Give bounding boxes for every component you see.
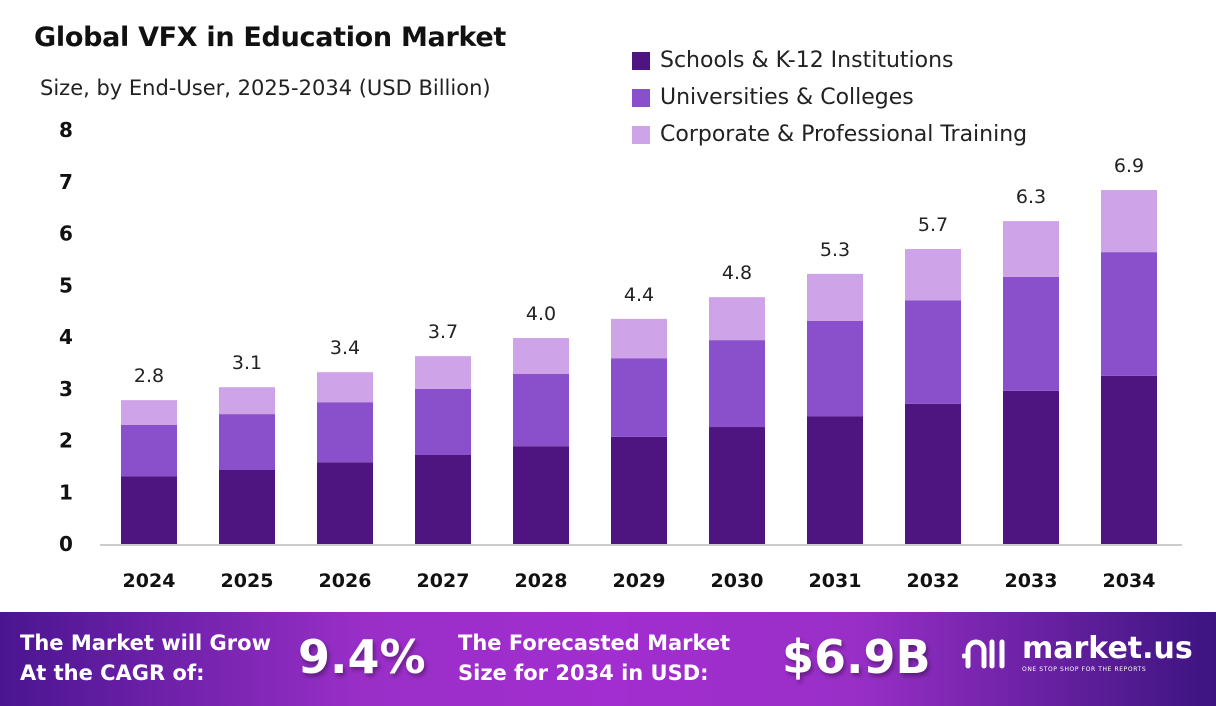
x-tick-label: 2032 [907, 570, 960, 592]
bar-segment [1101, 252, 1157, 376]
total-label: 2.8 [134, 365, 164, 387]
y-tick-label: 1 [59, 480, 73, 504]
legend-item-universities: Universities & Colleges [632, 79, 1027, 116]
bar-segment [611, 358, 667, 437]
x-tick-label: 2026 [319, 570, 372, 592]
bar-segment [905, 403, 961, 544]
x-tick-label: 2025 [221, 570, 274, 592]
legend-label: Corporate & Professional Training [660, 122, 1028, 147]
bar-segment [807, 416, 863, 544]
legend-swatch [632, 88, 650, 107]
y-tick-label: 5 [59, 273, 73, 297]
cagr-value: 9.4% [298, 630, 426, 684]
y-tick-label: 7 [59, 170, 73, 194]
bar-segment [317, 462, 373, 544]
bar-segment [219, 414, 275, 470]
bar-segment [1003, 390, 1059, 544]
bar-segment [219, 387, 275, 415]
total-label: 6.9 [1114, 155, 1144, 177]
legend-label: Universities & Colleges [660, 85, 914, 110]
bar-segment [1003, 276, 1059, 391]
total-label: 5.3 [820, 239, 850, 261]
y-tick-label: 0 [59, 532, 73, 556]
total-label: 4.0 [526, 303, 556, 325]
x-tick-label: 2029 [613, 570, 666, 592]
bar-segment [709, 340, 765, 428]
total-label: 5.7 [918, 214, 948, 236]
y-tick-label: 4 [59, 325, 73, 349]
bar-segment [807, 273, 863, 321]
bar-segment [219, 469, 275, 544]
total-label: 6.3 [1016, 186, 1046, 208]
bar-segment [317, 372, 373, 403]
bar-segment [1101, 190, 1157, 253]
total-label: 3.7 [428, 321, 458, 343]
bar-segment [121, 400, 177, 425]
x-tick-label: 2028 [515, 570, 568, 592]
y-tick-label: 6 [59, 222, 73, 246]
total-label: 4.8 [722, 262, 752, 284]
bar-segment [611, 436, 667, 544]
bar-segment [1003, 221, 1059, 277]
bar-segment [513, 373, 569, 447]
forecast-value: $6.9B [782, 630, 931, 684]
bar-segment [121, 424, 177, 477]
bar-segment [709, 297, 765, 341]
bar-segment [1101, 375, 1157, 544]
chart-title: Global VFX in Education Market [34, 22, 507, 53]
bar-segment [317, 402, 373, 463]
x-tick-label: 2030 [711, 570, 764, 592]
bar-segment [905, 300, 961, 404]
total-label: 4.4 [624, 284, 654, 306]
x-tick-label: 2031 [809, 570, 862, 592]
bar-segment [709, 427, 765, 544]
legend-item-corporate: Corporate & Professional Training [632, 116, 1027, 153]
legend: Schools & K-12 Institutions Universities… [632, 42, 1027, 153]
x-tick-label: 2024 [123, 570, 176, 592]
logo-tagline: ONE STOP SHOP FOR THE REPORTS [1022, 666, 1147, 673]
bar-segment [807, 320, 863, 417]
y-tick-label: 2 [59, 429, 73, 453]
chart-subtitle: Size, by End-User, 2025-2034 (USD Billio… [40, 76, 491, 100]
bar-segment [415, 356, 471, 389]
logo-name: market.us [1022, 631, 1193, 666]
forecast-label: The Forecasted Market Size for 2034 in US… [458, 631, 731, 685]
bar-segment [415, 388, 471, 455]
x-tick-label: 2034 [1103, 570, 1156, 592]
logo-icon [962, 639, 1005, 668]
bar-chart: 0 1 2 3 4 5 6 7 8 2.8 2024 3.1 2025 3.4 2026 3.7 2027 4.0… [59, 118, 1182, 592]
cagr-label: The Market will Grow At the CAGR of: [20, 631, 271, 685]
x-tick-label: 2027 [417, 570, 470, 592]
total-label: 3.1 [232, 352, 262, 374]
y-tick-label: 8 [59, 118, 73, 142]
legend-swatch [632, 125, 650, 144]
bar-segment [121, 476, 177, 544]
y-tick-label: 3 [59, 377, 73, 401]
legend-label: Schools & K-12 Institutions [660, 48, 954, 73]
x-tick-label: 2033 [1005, 570, 1058, 592]
total-label: 3.4 [330, 337, 360, 359]
bar-segment [905, 249, 961, 301]
bar-segment [513, 338, 569, 374]
summary-banner: The Market will Grow At the CAGR of: 9.4%… [0, 612, 1216, 706]
bar-segment [513, 446, 569, 544]
bar-segment [611, 318, 667, 359]
legend-item-schools: Schools & K-12 Institutions [632, 42, 1027, 79]
market-us-logo: market.us ONE STOP SHOP FOR THE REPORTS [962, 634, 1193, 673]
bar-segment [415, 454, 471, 544]
legend-swatch [632, 51, 650, 70]
